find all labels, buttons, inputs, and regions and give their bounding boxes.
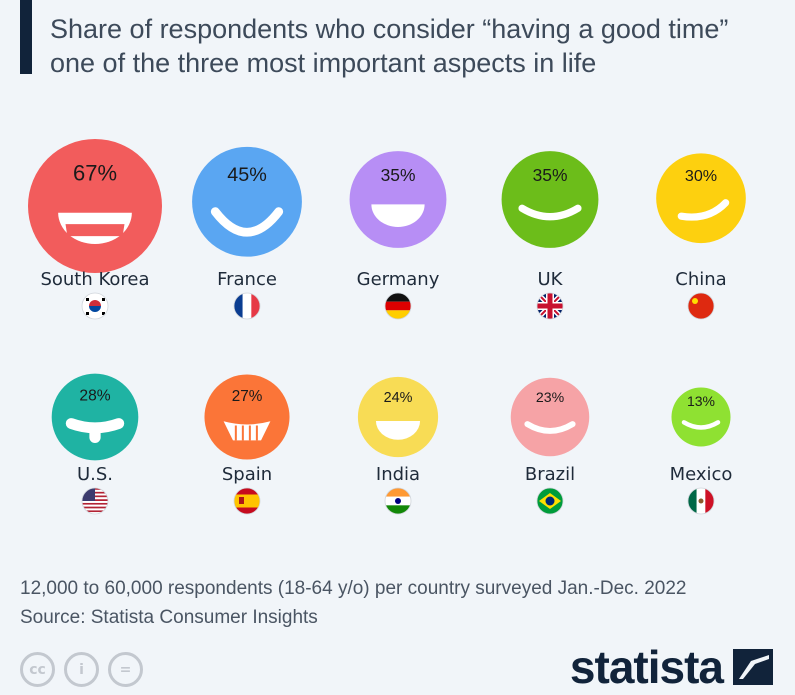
brand-name: statista xyxy=(569,641,724,693)
title-accent-bar xyxy=(20,0,32,74)
bubble-circle xyxy=(510,377,590,457)
country-label: Germany xyxy=(357,269,440,290)
value-label: 67% xyxy=(73,161,117,186)
tongue xyxy=(89,427,101,443)
bubble-uk: 35% UK xyxy=(501,151,599,320)
attribution-icon[interactable]: i xyxy=(64,652,99,687)
bubble-china: 30% China xyxy=(656,153,746,320)
mouth xyxy=(524,421,576,434)
statista-logo-icon xyxy=(733,649,773,685)
no-derivatives-icon[interactable]: = xyxy=(108,652,143,687)
country-label: UK xyxy=(538,269,564,290)
es-flag-icon xyxy=(233,487,261,515)
country-label: South Korea xyxy=(40,269,149,290)
bubble-circle xyxy=(51,373,139,461)
value-label: 35% xyxy=(381,165,416,185)
chart-title: Share of respondents who consider “havin… xyxy=(50,12,790,80)
tooth-gap xyxy=(248,425,251,441)
tooth-gap xyxy=(234,425,237,441)
bubble-south-korea: 67% South Korea xyxy=(28,139,162,320)
country-label: Brazil xyxy=(525,464,575,485)
bubble-circle xyxy=(349,151,447,248)
cc-icon[interactable]: cc xyxy=(20,652,55,687)
bubble-circle xyxy=(357,376,439,458)
title-line-1: Share of respondents who consider “havin… xyxy=(50,14,729,44)
mx-flag-icon xyxy=(687,487,715,515)
cn-flag-icon xyxy=(687,292,715,320)
value-label: 35% xyxy=(533,165,568,185)
value-label: 28% xyxy=(79,388,110,405)
mouth xyxy=(65,418,125,434)
chart-area: 67% South Korea 45% France 35% Germany 35% UK 30… xyxy=(28,139,746,515)
mouth xyxy=(681,420,721,430)
title-line-2: one of the three most important aspects … xyxy=(50,48,597,78)
bubble-circle xyxy=(28,139,162,273)
value-label: 27% xyxy=(232,388,263,405)
us-flag-icon xyxy=(81,487,109,515)
de-flag-icon xyxy=(384,292,412,320)
bubble-brazil: 23% Brazil xyxy=(510,377,590,515)
footer: 12,000 to 60,000 respondents (18-64 y/o)… xyxy=(20,574,686,632)
bubble-germany: 35% Germany xyxy=(349,151,447,320)
in-flag-icon xyxy=(384,487,412,515)
bubble-france: 45% France xyxy=(192,146,302,320)
statista-logo[interactable]: statista xyxy=(570,640,773,694)
license-icons: cc i = xyxy=(20,652,143,687)
value-label: 30% xyxy=(685,167,717,185)
value-label: 13% xyxy=(687,393,715,409)
mouth xyxy=(677,199,730,221)
br-flag-icon xyxy=(536,487,564,515)
uk-flag-icon xyxy=(536,292,564,320)
kr-flag-icon xyxy=(81,292,109,320)
bubble-circle xyxy=(656,153,746,244)
bubble-circle xyxy=(192,146,302,257)
bubble-mexico: 13% Mexico xyxy=(670,387,733,515)
bubble-spain: 27% Spain xyxy=(204,374,290,515)
country-label: Spain xyxy=(222,464,272,485)
country-label: Mexico xyxy=(670,464,733,485)
tooth-gap xyxy=(241,425,244,441)
bubble-u-s: 28% U.S. xyxy=(51,373,139,515)
value-label: 23% xyxy=(536,389,565,405)
value-label: 24% xyxy=(384,390,413,406)
source-note: Source: Statista Consumer Insights xyxy=(20,607,318,628)
country-label: France xyxy=(217,269,277,290)
country-label: India xyxy=(376,464,420,485)
survey-note: 12,000 to 60,000 respondents (18-64 y/o)… xyxy=(20,578,687,599)
mouth xyxy=(371,204,425,227)
country-label: U.S. xyxy=(77,464,113,485)
mouth xyxy=(375,421,421,440)
tooth-gap xyxy=(255,425,258,441)
value-label: 45% xyxy=(227,164,267,186)
bubble-circle xyxy=(204,374,290,460)
bubble-circle xyxy=(671,387,731,447)
bubble-india: 24% India xyxy=(357,376,439,515)
fr-flag-icon xyxy=(233,292,261,320)
mouth-inner xyxy=(65,224,125,237)
mouth xyxy=(518,204,582,221)
bubble-circle xyxy=(501,151,599,248)
country-label: China xyxy=(675,269,726,290)
mouth xyxy=(210,207,284,237)
